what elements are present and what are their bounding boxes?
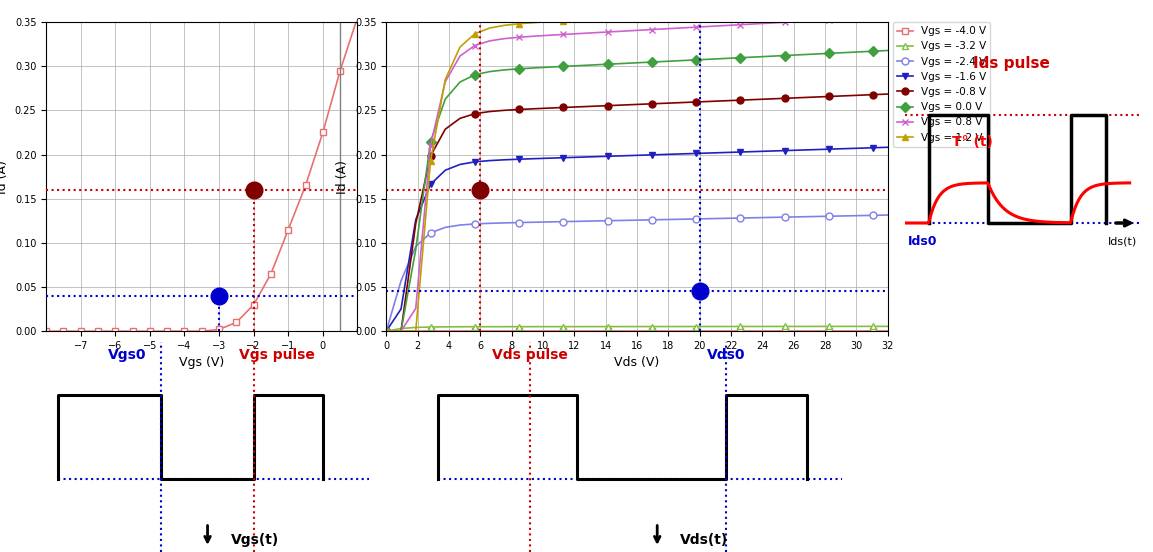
Text: Vgs pulse: Vgs pulse [239, 348, 315, 362]
Y-axis label: Id (A): Id (A) [0, 160, 9, 194]
Text: Vds0: Vds0 [707, 348, 746, 362]
Text: Vgs(t): Vgs(t) [231, 533, 279, 546]
Text: T° (t): T° (t) [952, 135, 993, 148]
X-axis label: Vds (V): Vds (V) [615, 357, 660, 369]
Legend: Vgs = -4.0 V, Vgs = -3.2 V, Vgs = -2.4 V, Vgs = -1.6 V, Vgs = -0.8 V, Vgs = 0.0 : Vgs = -4.0 V, Vgs = -3.2 V, Vgs = -2.4 V… [892, 22, 990, 147]
Text: Ids0: Ids0 [907, 235, 937, 248]
Text: Ids(t): Ids(t) [1108, 237, 1137, 247]
Y-axis label: Id (A): Id (A) [337, 160, 349, 194]
X-axis label: Vgs (V): Vgs (V) [179, 357, 225, 369]
Text: Ids pulse: Ids pulse [973, 56, 1050, 71]
Text: Vds(t): Vds(t) [680, 533, 729, 546]
Text: Vds pulse: Vds pulse [492, 348, 568, 362]
Text: Vgs0: Vgs0 [107, 348, 146, 362]
